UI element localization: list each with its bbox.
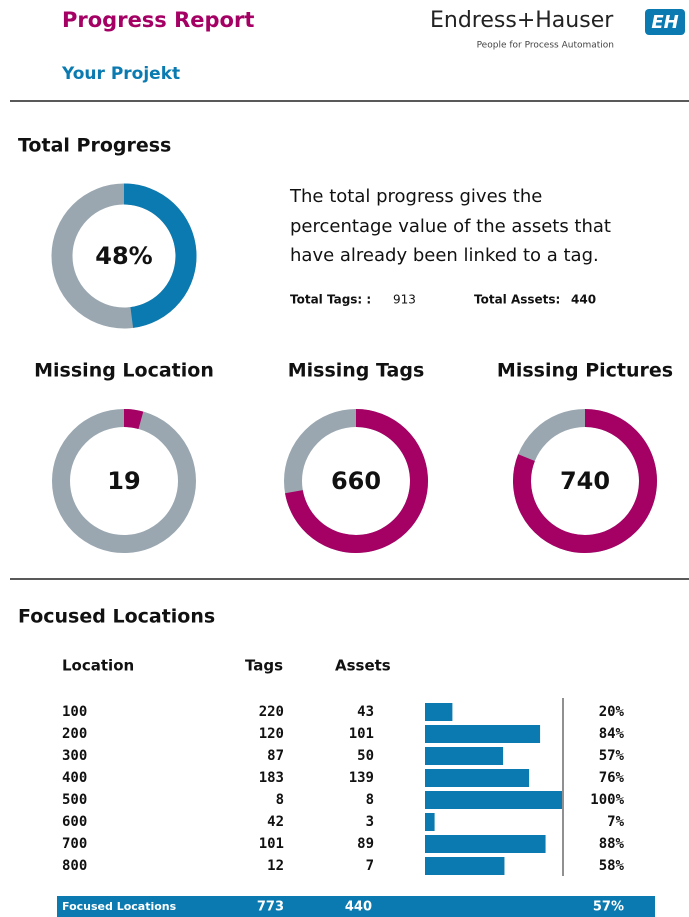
total-assets: 440 xyxy=(345,900,372,915)
total-row xyxy=(57,896,655,917)
brand: Endress+Hauser xyxy=(430,8,614,33)
location: 500 xyxy=(62,792,87,808)
location: 800 xyxy=(62,858,87,874)
assets: 101 xyxy=(349,726,374,742)
donut-arc xyxy=(513,409,657,553)
bar xyxy=(425,769,530,787)
percent: 76% xyxy=(599,770,625,786)
bar xyxy=(425,725,541,743)
section-heading: Missing Tags xyxy=(288,360,425,382)
donut-arc xyxy=(123,409,144,430)
section-heading: Missing Location xyxy=(34,360,214,382)
total-percent: 57% xyxy=(593,900,624,915)
location: 100 xyxy=(62,704,87,720)
location: 400 xyxy=(62,770,87,786)
total-tags: 773 xyxy=(257,900,284,915)
percent: 100% xyxy=(590,792,624,808)
location: 300 xyxy=(62,748,87,764)
donut-label: 660 xyxy=(331,467,381,495)
bar xyxy=(425,791,562,809)
tags: 220 xyxy=(259,704,284,720)
location: 200 xyxy=(62,726,87,742)
tags: 87 xyxy=(267,748,284,764)
logo: EH xyxy=(651,12,678,33)
percent: 58% xyxy=(599,858,625,874)
section-heading: Missing Pictures xyxy=(497,360,673,382)
assets: 89 xyxy=(357,836,374,852)
donut-label: 19 xyxy=(107,467,140,495)
total-assets: 440 xyxy=(571,293,596,307)
section-heading: Focused Locations xyxy=(18,606,215,628)
bar xyxy=(425,835,546,853)
section-heading: Total Progress xyxy=(18,135,171,157)
tags: 120 xyxy=(259,726,284,742)
description: The total progress gives the xyxy=(289,186,542,207)
bar xyxy=(425,747,504,765)
tags: 8 xyxy=(276,792,284,808)
percent: 7% xyxy=(607,814,624,830)
assets: 3 xyxy=(366,814,374,830)
percent: 84% xyxy=(599,726,625,742)
donut-label: 48% xyxy=(95,242,152,270)
tags: 101 xyxy=(259,836,284,852)
tagline: People for Process Automation xyxy=(477,41,614,51)
total-assets-label: Total Assets: xyxy=(474,293,560,307)
report-title: Progress Report xyxy=(62,8,254,32)
donut-arc xyxy=(285,409,428,553)
column-header: Assets xyxy=(335,657,391,675)
tags: 183 xyxy=(259,770,284,786)
assets: 50 xyxy=(357,748,374,764)
assets: 8 xyxy=(366,792,374,808)
donut-arc xyxy=(123,183,197,328)
tags: 12 xyxy=(267,858,284,874)
percent: 20% xyxy=(599,704,625,720)
bar xyxy=(425,857,505,875)
assets: 139 xyxy=(349,770,374,786)
assets: 7 xyxy=(366,858,374,874)
bar xyxy=(425,813,435,831)
total-tags-label: Total Tags: : xyxy=(290,293,371,307)
location: 600 xyxy=(62,814,87,830)
column-header: Tags xyxy=(245,657,283,675)
percent: 88% xyxy=(599,836,625,852)
donut-label: 740 xyxy=(560,467,610,495)
location: 700 xyxy=(62,836,87,852)
logo-box xyxy=(645,9,685,35)
total-tags: 913 xyxy=(393,293,416,307)
description: have already been linked to a tag. xyxy=(290,245,599,266)
total-label: Focused Locations xyxy=(62,900,177,913)
assets: 43 xyxy=(357,704,374,720)
project-name: Your Projekt xyxy=(61,64,180,84)
percent: 57% xyxy=(599,748,625,764)
column-header: Location xyxy=(62,657,134,675)
bar xyxy=(425,703,453,721)
description: percentage value of the assets that xyxy=(290,216,611,237)
tags: 42 xyxy=(267,814,284,830)
